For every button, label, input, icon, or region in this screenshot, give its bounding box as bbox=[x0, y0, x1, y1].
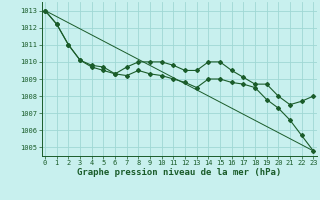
X-axis label: Graphe pression niveau de la mer (hPa): Graphe pression niveau de la mer (hPa) bbox=[77, 168, 281, 177]
